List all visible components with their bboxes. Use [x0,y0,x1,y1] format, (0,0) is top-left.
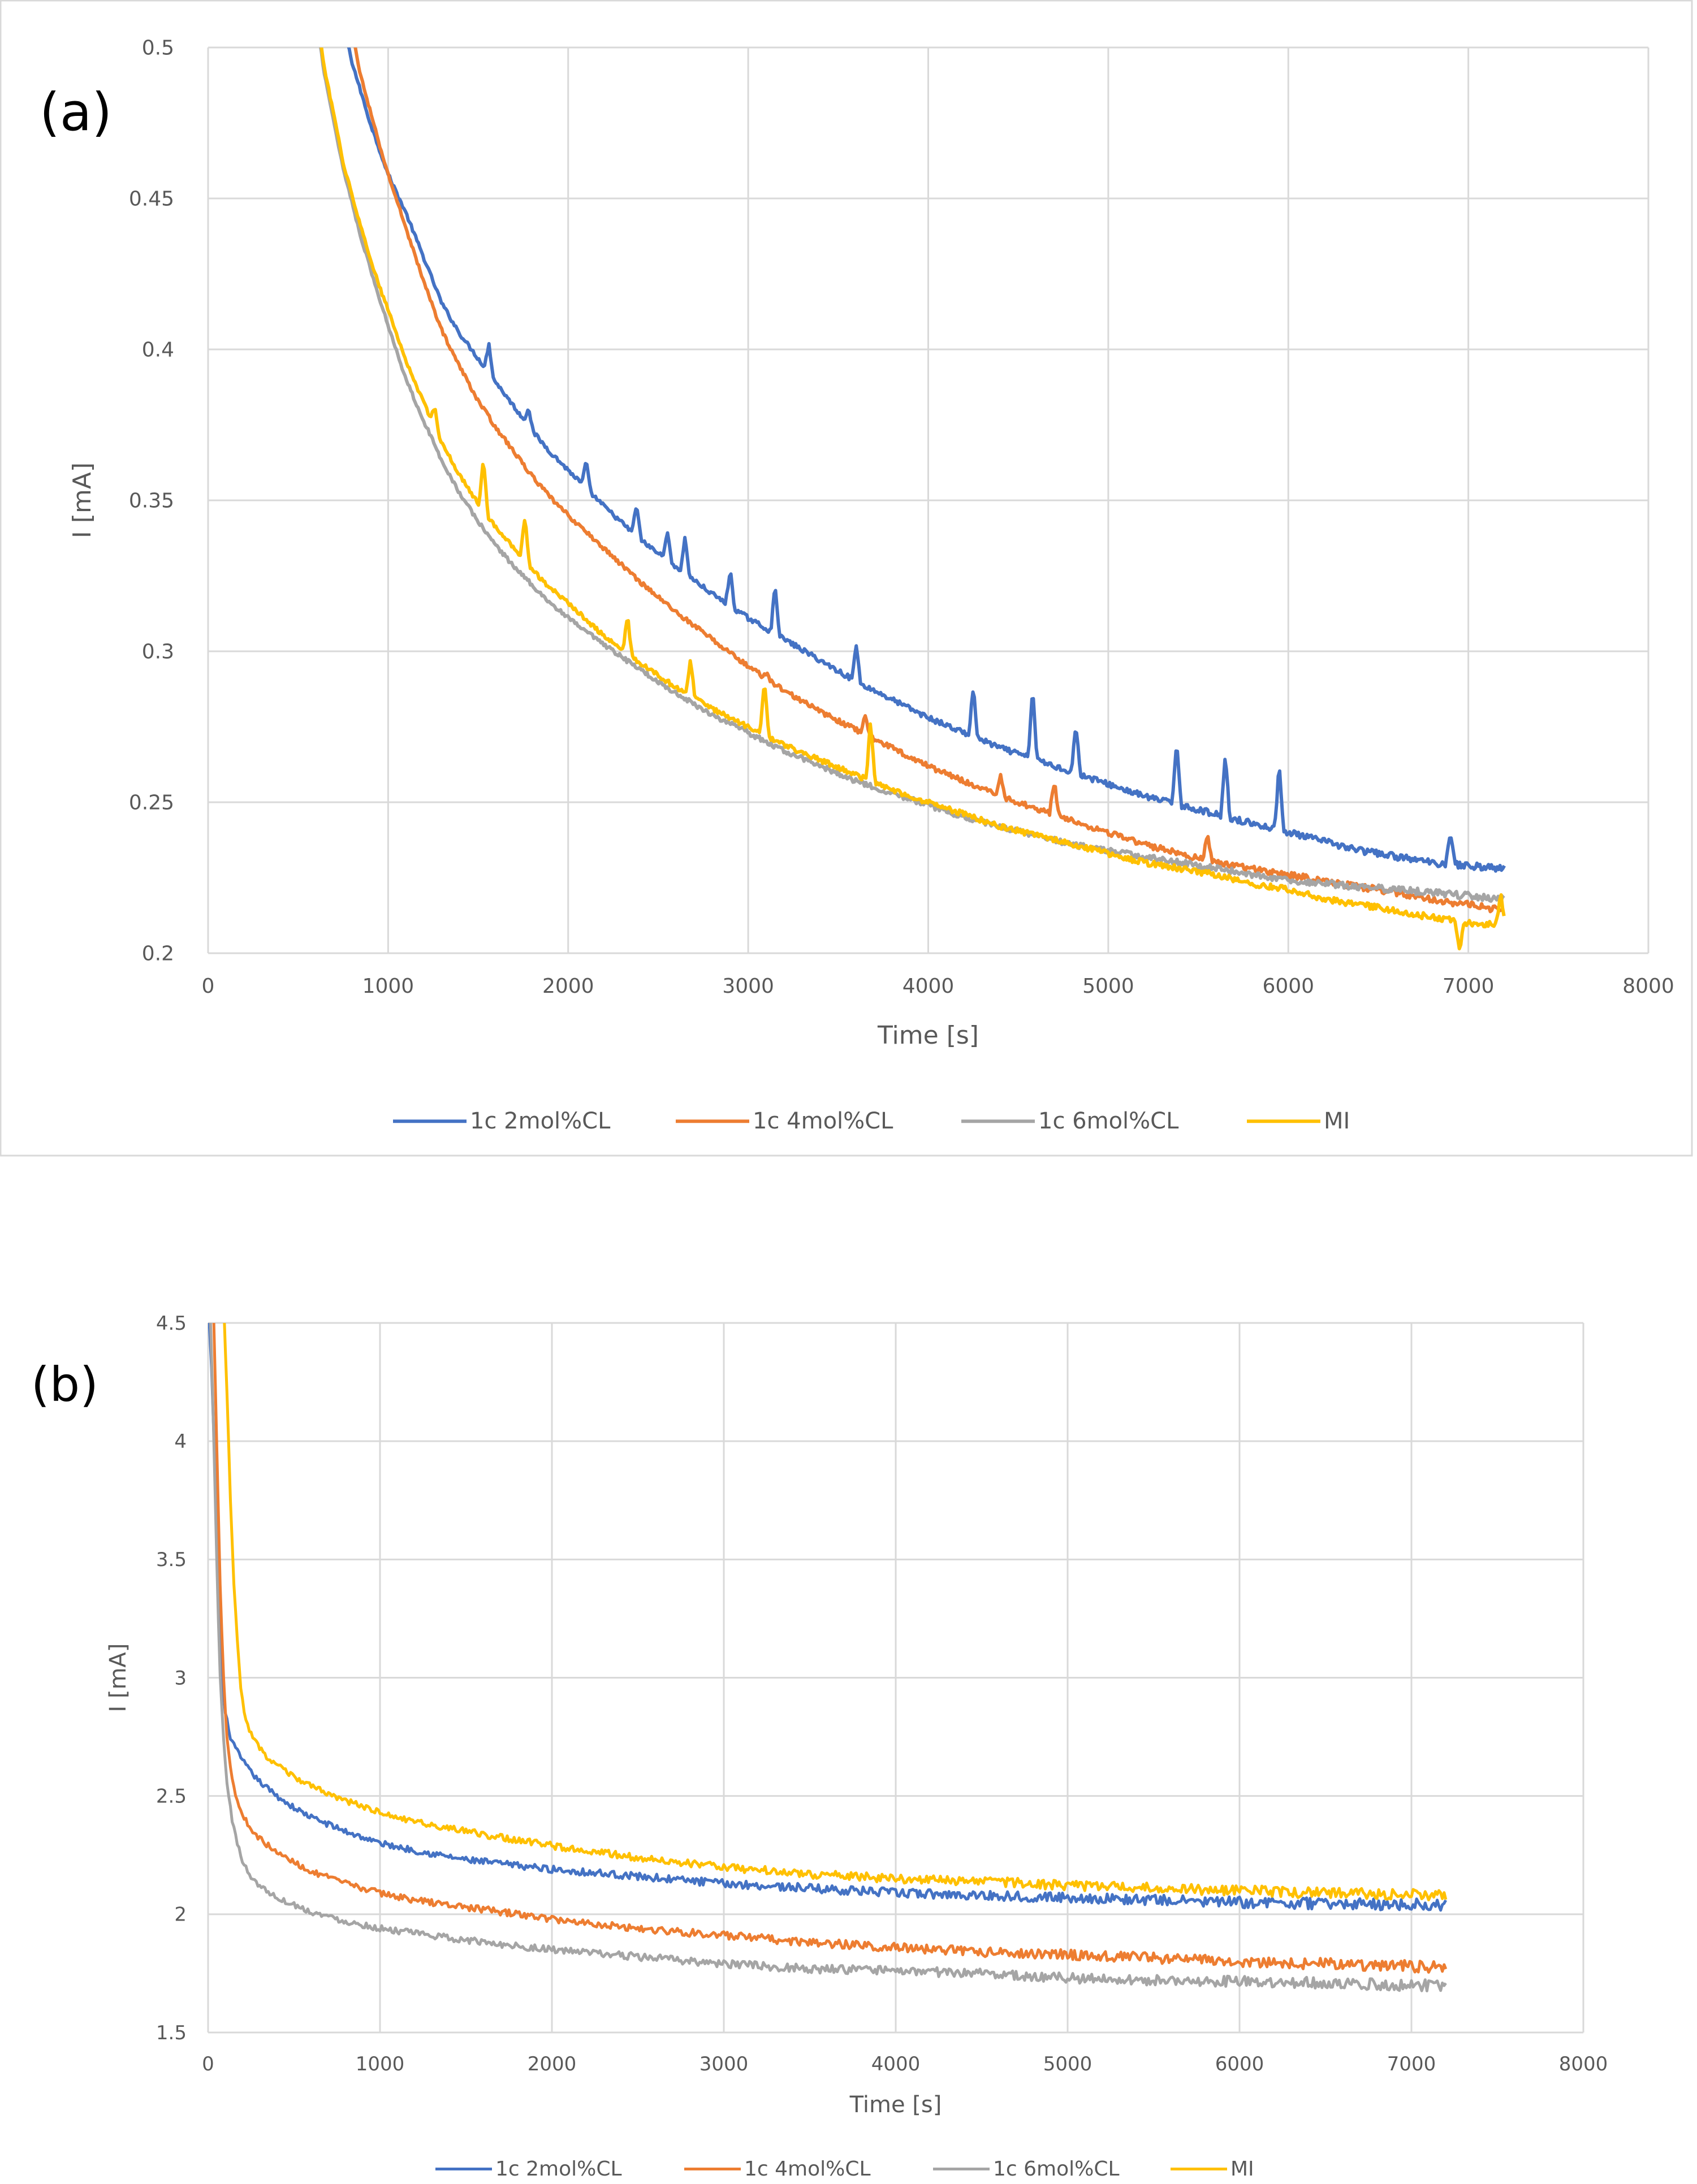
series-line-3 [209,1323,1447,1992]
series-group [208,1323,1448,1992]
x-tick-label: 6000 [1215,2053,1264,2075]
legend-item: 1c 4mol%CL [676,1108,893,1134]
legend-label: MI [1324,1108,1350,1134]
legend-label: 1c 2mol%CL [495,2157,622,2181]
x-tick-label: 2000 [528,2053,577,2075]
x-tick-label: 7000 [1443,975,1495,998]
y-tick-label: 3 [174,1667,187,1689]
legend-item: 1c 2mol%CL [435,2157,622,2181]
legend-label: 1c 6mol%CL [1038,1108,1179,1134]
x-tick-label: 7000 [1387,2053,1436,2075]
legend-item: MI [1247,1108,1350,1134]
legend-label: 1c 4mol%CL [744,2157,871,2181]
x-tick-label: 8000 [1559,2053,1608,2075]
series-line-4 [223,1323,1448,1901]
x-tick-label: 6000 [1262,975,1314,998]
legend-label: MI [1230,2157,1254,2181]
y-tick-label: 0.45 [129,188,174,211]
x-tick-label: 1000 [362,975,414,998]
legend-item: 1c 6mol%CL [933,2157,1120,2181]
series-line-2 [353,47,1505,914]
legend-label: 1c 4mol%CL [753,1108,893,1134]
series-group [319,47,1506,950]
x-tick-label: 0 [202,975,215,998]
y-tick-label: 0.35 [129,490,174,513]
y-tick-label: 2 [174,1904,187,1926]
y-tick-label: 4.5 [156,1312,187,1335]
chart-b: 0 1000 2000 3000 4000 5000 6000 7000 8000 1.5 2 2.5… [31,1312,1608,2181]
y-tick-label: 0.2 [142,942,174,966]
y-axis-title: I [mA] [68,462,97,538]
x-tick-label: 1000 [356,2053,405,2075]
legend-item: MI [1171,2157,1254,2181]
panel-label: (a) [40,82,112,142]
series-line-2 [212,1323,1448,1974]
chart-a: 0 1000 2000 3000 4000 5000 6000 7000 8000 0.2 0.25… [40,37,1674,1134]
legend: 1c 2mol%CL 1c 4mol%CL 1c 6mol%CL MI [393,1108,1350,1134]
x-tick-label: 2000 [542,975,594,998]
y-tick-label: 4 [174,1430,187,1453]
y-tick-label: 0.3 [142,641,174,664]
x-tick-label: 0 [202,2053,214,2075]
legend-label: 1c 2mol%CL [470,1108,611,1134]
y-tick-label: 3.5 [156,1549,187,1571]
y-tick-label: 1.5 [156,2022,187,2044]
series-line-1 [208,1323,1448,1912]
x-axis-title: Time [s] [849,2092,942,2118]
x-tick-label: 5000 [1043,2053,1093,2075]
legend: 1c 2mol%CL 1c 4mol%CL 1c 6mol%CL MI [435,2157,1254,2181]
x-axis-title: Time [s] [877,1021,979,1050]
legend-item: 1c 2mol%CL [393,1108,611,1134]
legend-label: 1c 6mol%CL [993,2157,1120,2181]
y-tick-label: 0.4 [142,339,174,362]
y-axis-title: I [mA] [105,1643,131,1712]
x-tick-label: 4000 [903,975,955,998]
x-tick-label: 5000 [1082,975,1134,998]
legend-item: 1c 6mol%CL [961,1108,1179,1134]
x-tick-label: 4000 [871,2053,921,2075]
y-tick-label: 0.5 [142,37,174,60]
y-tick-label: 2.5 [156,1785,187,1808]
panel-label: (b) [31,1357,98,1412]
series-line-4 [319,47,1506,950]
x-tick-label: 3000 [722,975,774,998]
x-tick-label: 3000 [699,2053,749,2075]
chart-a-frame [0,0,1693,1157]
x-tick-label: 8000 [1622,975,1674,998]
series-line-1 [347,47,1506,873]
legend-item: 1c 4mol%CL [684,2157,871,2181]
y-tick-label: 0.25 [129,792,174,815]
